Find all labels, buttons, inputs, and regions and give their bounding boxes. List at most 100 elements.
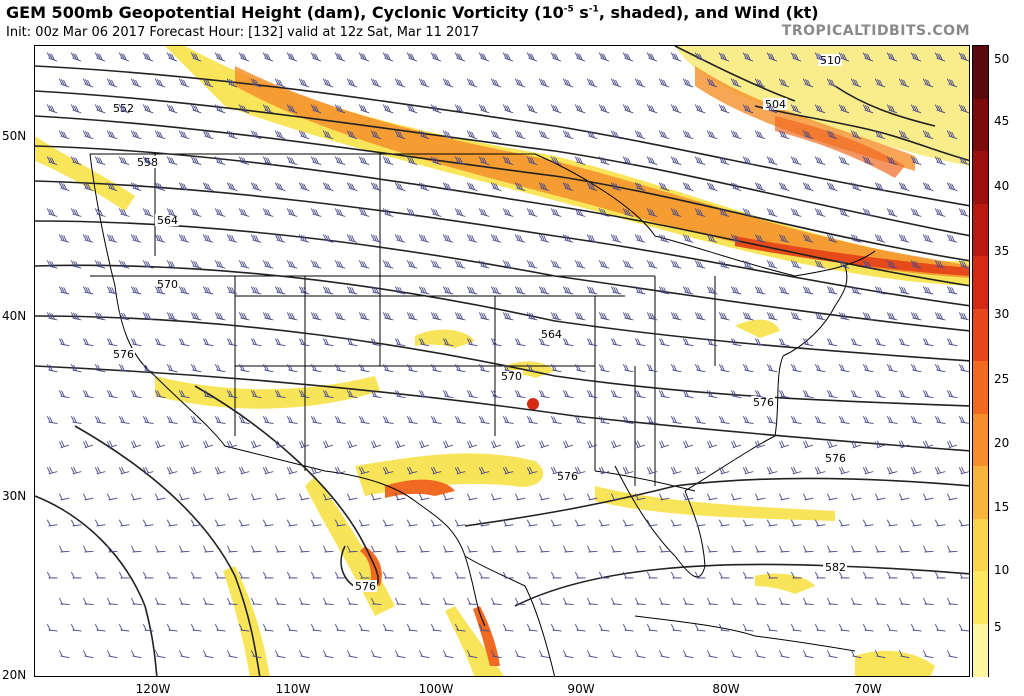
- colorbar-segment: [973, 46, 988, 99]
- wind-barb: [658, 130, 670, 140]
- wind-barb: [562, 130, 574, 140]
- wind-barb: [754, 650, 766, 659]
- wind-barb: [154, 545, 166, 553]
- wind-barb: [310, 156, 322, 166]
- wind-barb: [214, 208, 226, 217]
- wind-barb: [226, 182, 238, 191]
- wind-barb: [478, 260, 490, 269]
- wind-barb: [778, 130, 790, 140]
- wind-barb: [238, 519, 250, 527]
- colorbar-segment: [973, 518, 988, 572]
- wind-barb: [862, 364, 874, 373]
- wind-barb: [826, 390, 838, 399]
- wind-barb: [658, 78, 670, 88]
- wind-barb: [958, 519, 969, 527]
- wind-barb: [610, 597, 622, 605]
- wind-barb: [826, 78, 838, 88]
- wind-barb: [286, 52, 298, 62]
- wind-barb: [610, 650, 622, 659]
- wind-barb: [670, 571, 682, 579]
- wind-barb: [106, 440, 118, 449]
- wind-barb: [154, 390, 166, 399]
- wind-barb: [118, 466, 130, 475]
- wind-barb: [274, 650, 286, 659]
- wind-barb: [514, 234, 526, 243]
- wind-barb: [910, 104, 922, 114]
- wind-barb: [370, 78, 382, 88]
- wind-barb: [58, 286, 70, 295]
- wind-barb: [406, 312, 418, 321]
- wind-barb: [886, 466, 898, 475]
- wind-barb: [646, 312, 658, 321]
- wind-barb: [922, 130, 934, 140]
- wind-barb: [766, 208, 778, 217]
- wind-barb: [154, 286, 166, 295]
- wind-barb: [586, 182, 598, 191]
- wind-barb: [934, 104, 946, 114]
- wind-barb: [526, 571, 538, 579]
- wind-barb: [790, 416, 802, 424]
- wind-barb: [574, 52, 586, 62]
- wind-barb: [310, 571, 322, 579]
- wind-barb: [154, 338, 166, 347]
- wind-barb: [466, 493, 478, 501]
- wind-barb: [214, 364, 226, 373]
- wind-barb: [322, 493, 334, 501]
- wind-barb: [574, 466, 586, 475]
- wind-barb: [514, 78, 526, 88]
- wind-barb: [838, 104, 850, 114]
- wind-barb: [274, 182, 286, 191]
- wind-barb: [742, 312, 754, 321]
- wind-barb: [142, 208, 154, 217]
- wind-barb: [946, 78, 958, 88]
- wind-barb: [778, 493, 790, 501]
- wind-barb: [610, 130, 622, 140]
- wind-barb: [466, 597, 478, 605]
- wind-barb: [730, 650, 742, 659]
- wind-barb: [502, 208, 514, 217]
- wind-barb: [718, 104, 730, 114]
- wind-barb: [958, 624, 969, 632]
- wind-barb: [178, 234, 190, 243]
- wind-barb: [694, 260, 706, 269]
- wind-barb: [886, 416, 898, 424]
- wind-barb: [610, 286, 622, 295]
- wind-barb: [622, 156, 634, 166]
- wind-barb: [358, 104, 370, 114]
- wind-barb: [682, 182, 694, 191]
- wind-barb: [622, 260, 634, 269]
- wind-barb: [742, 364, 754, 373]
- wind-barb: [442, 390, 454, 399]
- wind-barb: [298, 545, 310, 553]
- wind-barb: [226, 286, 238, 295]
- wind-barb: [178, 650, 190, 659]
- wind-barb: [418, 286, 430, 295]
- wind-barb: [94, 364, 106, 373]
- lon-label-90w: 90W: [567, 682, 595, 696]
- wind-barb: [334, 208, 346, 217]
- wind-barb: [850, 182, 862, 191]
- wind-barb: [250, 130, 262, 140]
- wind-barb: [646, 156, 658, 166]
- wind-barb: [634, 440, 646, 449]
- wind-barb: [778, 78, 790, 88]
- wind-barb: [106, 130, 118, 140]
- wind-barb: [670, 156, 682, 166]
- wind-barb: [94, 260, 106, 269]
- wind-barb: [106, 182, 118, 191]
- wind-barb: [190, 312, 202, 321]
- wind-barb: [58, 338, 70, 347]
- contour-label: 510: [820, 54, 841, 67]
- wind-barb: [298, 338, 310, 347]
- wind-barb: [958, 312, 969, 321]
- wind-barb: [598, 156, 610, 166]
- colorbar-label: 30: [994, 307, 1010, 321]
- wind-barb: [454, 208, 466, 217]
- wind-barb: [346, 182, 358, 191]
- wind-barb: [166, 208, 178, 217]
- wind-barb: [646, 624, 658, 632]
- wind-barb: [418, 130, 430, 140]
- wind-barb: [382, 364, 394, 373]
- wind-barb: [178, 78, 190, 88]
- wind-barb: [658, 338, 670, 347]
